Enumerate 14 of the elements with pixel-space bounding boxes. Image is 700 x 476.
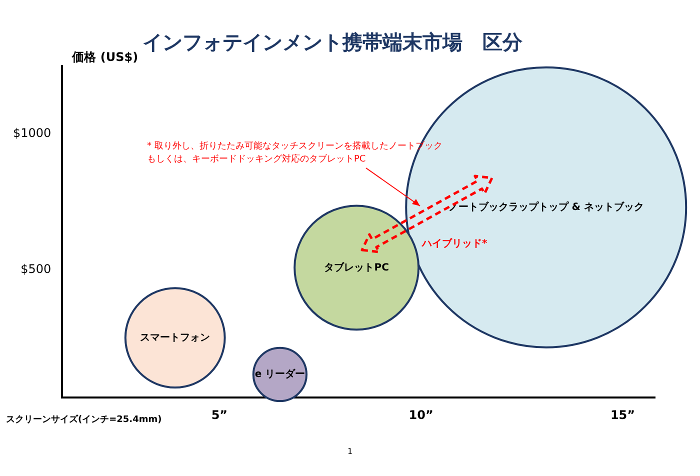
series-label: スマートフォン (140, 332, 210, 344)
series-label: e リーダー (254, 368, 306, 380)
x-tick-label: 10” (408, 408, 434, 422)
annotation: もしくは、キーボードドッキング対応のタブレットPC (147, 153, 366, 164)
x-tick-label: 15” (610, 408, 636, 422)
x-axis-title: スクリーンサイズ(インチ=25.4mm) (6, 414, 162, 425)
y-axis-title: 価格 (US$) (71, 50, 138, 64)
y-tick-label: $500 (20, 262, 52, 276)
y-tick-label: $1000 (12, 126, 52, 140)
text: 1 (347, 447, 353, 456)
x-tick-label: 5” (211, 408, 228, 422)
series-label: タブレットPC (324, 261, 389, 274)
annotation: ハイブリッド* (421, 238, 488, 250)
chart-title: インフォテインメント携帯端末市場 区分 (142, 30, 524, 54)
